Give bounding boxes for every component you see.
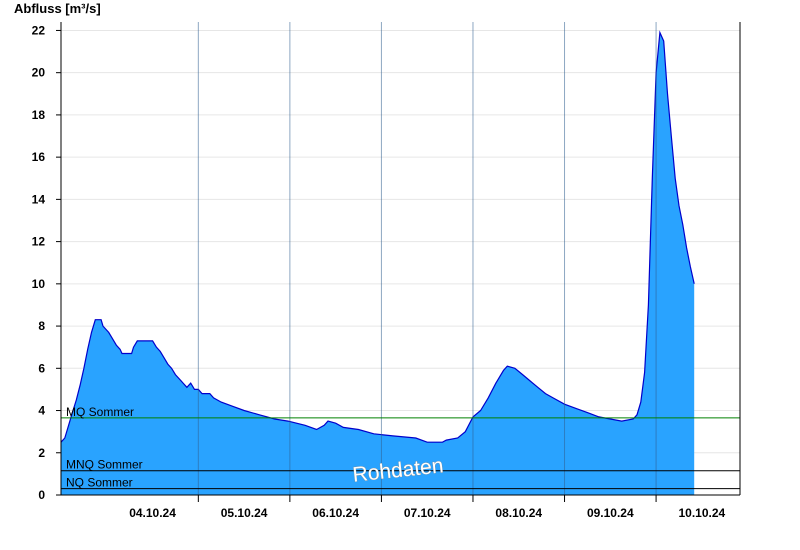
reference-label-2: MNQ Sommer <box>66 458 143 472</box>
y-tick-label-0: 0 <box>38 488 45 502</box>
y-tick-label-14: 14 <box>32 192 46 206</box>
x-tick-label-4: 07.10.24 <box>404 506 451 520</box>
y-tick-label-4: 4 <box>38 404 45 418</box>
grid <box>61 29 740 454</box>
y-tick-label-16: 16 <box>32 150 46 164</box>
y-tick-label-2: 2 <box>38 446 45 460</box>
y-tick-label-8: 8 <box>38 319 45 333</box>
discharge-line <box>60 30 695 443</box>
reference-lines: MQ Sommer MNQ Sommer NQ Sommer <box>61 405 740 490</box>
y-tick-label-20: 20 <box>32 66 46 80</box>
axes <box>60 22 741 496</box>
x-tick-label-7: 10.10.24 <box>678 506 725 520</box>
x-ticks: 04.10.24 05.10.24 06.10.24 07.10.24 08.10.24… <box>129 495 726 520</box>
y-tick-label-10: 10 <box>32 277 46 291</box>
x-tick-label-1: 04.10.24 <box>129 506 176 520</box>
y-tick-label-6: 6 <box>38 361 45 375</box>
y-tick-label-18: 18 <box>32 108 46 122</box>
reference-label-1: MQ Sommer <box>66 405 134 419</box>
x-tick-label-6: 09.10.24 <box>587 506 634 520</box>
y-ticks: 0 2 4 6 8 10 12 14 16 18 20 22 <box>32 23 61 502</box>
x-tick-label-2: 05.10.24 <box>221 506 268 520</box>
y-axis-label: Abfluss [m³/s] <box>14 1 101 16</box>
y-tick-label-22: 22 <box>32 23 46 37</box>
discharge-area <box>61 32 695 495</box>
series-layer <box>60 22 695 495</box>
x-tick-label-3: 06.10.24 <box>312 506 359 520</box>
reference-label-3: NQ Sommer <box>66 476 133 490</box>
x-tick-label-5: 08.10.24 <box>495 506 542 520</box>
y-tick-label-12: 12 <box>32 235 46 249</box>
